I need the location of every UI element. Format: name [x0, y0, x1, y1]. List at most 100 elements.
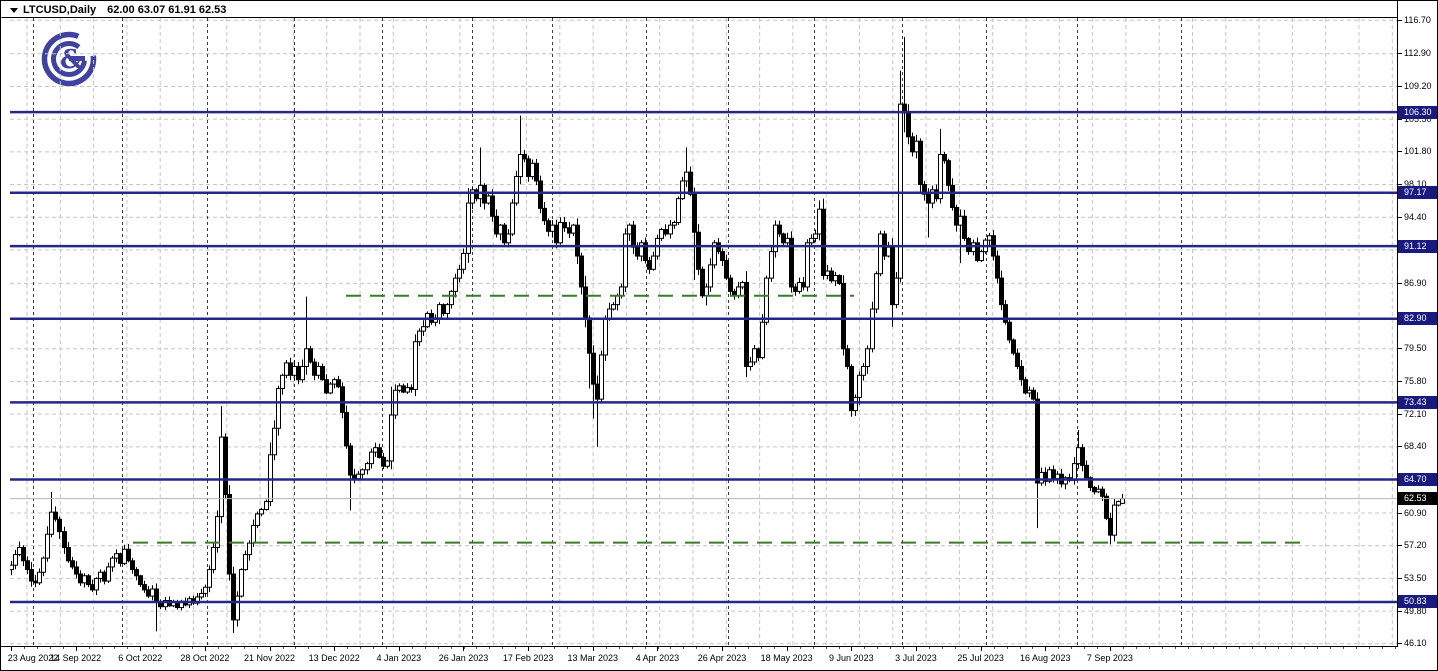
candle-body — [21, 547, 26, 562]
time-tick-minor — [1187, 647, 1189, 649]
candle-body — [1076, 447, 1081, 465]
time-tick-minor — [515, 647, 517, 649]
candle-body — [223, 436, 228, 496]
candle-body — [813, 233, 818, 239]
price-tick-mark — [1398, 577, 1402, 579]
candle-body — [591, 352, 596, 385]
time-tick-minor — [502, 647, 504, 649]
candle-body — [756, 348, 761, 359]
candle-body — [461, 252, 466, 270]
candle-body — [635, 246, 640, 257]
candle-body — [308, 348, 313, 363]
candle-body — [98, 571, 103, 579]
price-tick-label: 79.50 — [1404, 343, 1427, 354]
symbol-collapse-icon[interactable] — [10, 7, 18, 13]
candle-body — [769, 251, 774, 279]
time-tick-minor — [385, 647, 387, 649]
time-tick-minor — [709, 647, 711, 649]
time-tick-minor — [554, 647, 556, 649]
candle-body — [29, 569, 34, 582]
time-tick-minor — [954, 647, 956, 649]
candle-body — [154, 588, 159, 603]
candle-body — [146, 589, 151, 597]
candle-body — [817, 208, 822, 235]
candle-body — [865, 348, 870, 367]
price-tick-label: 53.50 — [1404, 572, 1427, 583]
date-tick-label: 26 Apr 2023 — [697, 653, 747, 663]
time-tick-mark — [980, 647, 982, 651]
price-tick-mark — [1398, 413, 1402, 415]
time-tick-mark — [592, 647, 594, 651]
time-tick-minor — [1329, 647, 1331, 649]
candle-body — [631, 224, 636, 248]
time-tick-minor — [360, 647, 362, 649]
date-tick-label: 4 Jan 2023 — [376, 653, 422, 663]
time-tick-minor — [644, 647, 646, 649]
candle-body — [41, 557, 46, 573]
candle-body — [94, 577, 99, 591]
price-axis[interactable]: 116.70 112.90 109.20 105.50 101.80 98.10 94.40… — [1398, 1, 1437, 670]
candle-body — [1035, 398, 1040, 484]
candle-body — [587, 317, 592, 354]
candle-body — [833, 274, 838, 282]
candle-body — [498, 224, 503, 235]
candle-body — [264, 501, 269, 511]
time-axis[interactable]: 23 Aug 2022 14 Sep 2022 6 Oct 2022 28 Oct 2… — [1, 647, 1398, 670]
candle-body — [603, 318, 608, 356]
time-tick-minor — [450, 647, 452, 649]
time-tick-minor — [243, 647, 245, 649]
candle-body — [1019, 365, 1024, 381]
price-tick-mark — [1398, 216, 1402, 218]
candle-body — [914, 140, 919, 153]
time-tick-minor — [476, 647, 478, 649]
candle-body — [1039, 471, 1044, 484]
time-tick-minor — [696, 647, 698, 649]
time-tick-minor — [1032, 647, 1034, 649]
candle-body — [1104, 495, 1109, 519]
candle-body — [312, 361, 317, 376]
level-price-label: 64.70 — [1398, 473, 1437, 486]
time-tick-minor — [1200, 647, 1202, 649]
time-tick-minor — [1304, 647, 1305, 649]
time-tick-minor — [36, 647, 38, 649]
time-tick-minor — [1226, 647, 1228, 649]
candle-body — [809, 237, 814, 244]
candle-body — [728, 277, 733, 292]
price-tick-mark — [1398, 380, 1402, 382]
time-tick-minor — [1058, 647, 1060, 649]
time-tick-minor — [256, 647, 258, 649]
time-tick-mark — [915, 647, 917, 651]
price-tick-label: 98.10 — [1404, 179, 1427, 189]
time-tick-minor — [735, 647, 737, 649]
candle-body — [1055, 473, 1060, 480]
time-tick-minor — [683, 647, 685, 649]
candle-body — [17, 547, 22, 556]
candle-body — [150, 588, 155, 597]
time-tick-minor — [812, 647, 814, 649]
candle-body — [10, 564, 14, 571]
candle-body — [546, 220, 551, 232]
candle-body — [332, 379, 337, 385]
date-tick-label: 17 Feb 2023 — [502, 653, 554, 663]
time-tick-minor — [1394, 647, 1396, 649]
time-tick-minor — [49, 647, 51, 649]
candle-body — [797, 282, 802, 292]
candle-body — [962, 215, 967, 239]
candle-body — [918, 140, 923, 186]
candle-body — [268, 454, 273, 503]
time-tick-minor — [1316, 647, 1318, 649]
date-tick-label: 18 May 2023 — [760, 653, 813, 663]
price-tick-label: 116.70 — [1404, 14, 1431, 25]
time-tick-minor — [890, 647, 892, 649]
time-tick-minor — [1213, 647, 1215, 649]
time-tick-minor — [541, 647, 543, 649]
candle-body — [122, 548, 127, 564]
candle-body — [142, 584, 147, 591]
candle-body — [227, 494, 232, 575]
date-tick-label: 26 Jan 2023 — [438, 653, 489, 663]
candle-body — [231, 573, 236, 621]
time-tick-minor — [1381, 647, 1383, 649]
candle-body — [53, 511, 58, 520]
